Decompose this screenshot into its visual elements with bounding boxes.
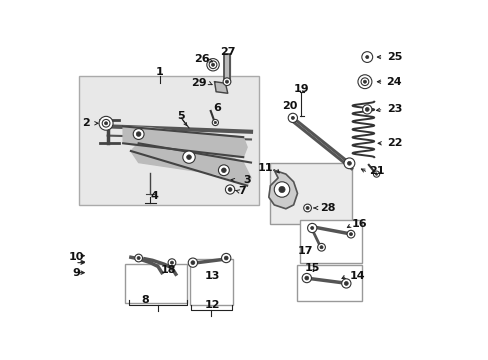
Circle shape (343, 158, 354, 169)
Polygon shape (224, 54, 230, 82)
Text: 20: 20 (282, 101, 297, 111)
Text: 4: 4 (150, 191, 158, 201)
Circle shape (302, 274, 311, 283)
Circle shape (349, 233, 352, 236)
Circle shape (373, 171, 379, 177)
Text: 21: 21 (369, 166, 384, 176)
Circle shape (291, 116, 294, 120)
Text: 2: 2 (82, 118, 90, 128)
Text: 15: 15 (304, 263, 319, 273)
Circle shape (224, 256, 228, 260)
Circle shape (135, 254, 142, 262)
Circle shape (228, 188, 231, 192)
Text: 9: 9 (73, 267, 81, 278)
Text: 11: 11 (258, 163, 273, 173)
Circle shape (344, 282, 347, 285)
Text: 7: 7 (238, 186, 246, 196)
Text: 12: 12 (204, 300, 220, 310)
Circle shape (346, 230, 354, 238)
Text: 17: 17 (297, 246, 312, 256)
Circle shape (183, 151, 195, 163)
Polygon shape (131, 143, 250, 186)
Text: 26: 26 (194, 54, 209, 64)
Circle shape (190, 261, 194, 265)
Circle shape (168, 259, 176, 266)
Polygon shape (214, 82, 227, 93)
Text: 8: 8 (141, 294, 148, 305)
Text: 3: 3 (243, 175, 250, 185)
Text: 10: 10 (69, 252, 84, 262)
Circle shape (221, 168, 226, 172)
Circle shape (212, 120, 218, 126)
Circle shape (225, 80, 228, 83)
Circle shape (137, 256, 140, 260)
Text: 5: 5 (177, 111, 184, 121)
Circle shape (305, 206, 308, 210)
Text: 24: 24 (386, 77, 401, 87)
Circle shape (133, 129, 144, 139)
Text: 28: 28 (319, 203, 335, 213)
Circle shape (310, 226, 313, 230)
Text: 19: 19 (293, 84, 308, 94)
Text: 16: 16 (351, 219, 366, 229)
Bar (125, 264, 186, 303)
Circle shape (186, 155, 191, 159)
Circle shape (170, 261, 173, 264)
Text: 22: 22 (386, 138, 401, 148)
Circle shape (99, 116, 113, 130)
Circle shape (221, 253, 230, 263)
Polygon shape (123, 126, 246, 157)
Circle shape (188, 258, 197, 267)
Circle shape (278, 186, 285, 193)
Circle shape (206, 59, 219, 71)
Circle shape (317, 243, 325, 251)
Text: 23: 23 (386, 104, 401, 114)
Circle shape (104, 122, 107, 125)
Circle shape (360, 78, 368, 86)
Circle shape (375, 173, 377, 175)
Circle shape (341, 279, 350, 288)
Circle shape (319, 246, 323, 249)
Circle shape (357, 75, 371, 89)
Text: 29: 29 (191, 78, 206, 88)
Circle shape (102, 120, 110, 127)
Bar (270, 163, 351, 224)
Circle shape (225, 185, 234, 194)
Circle shape (304, 276, 308, 280)
Circle shape (347, 161, 351, 165)
Circle shape (362, 105, 371, 114)
Text: 25: 25 (386, 52, 401, 62)
Text: 27: 27 (220, 48, 235, 58)
Bar (296, 265, 361, 301)
Circle shape (365, 55, 368, 59)
Circle shape (287, 113, 297, 122)
Text: 13: 13 (204, 271, 220, 281)
Bar (79, 76, 258, 205)
Text: 6: 6 (213, 103, 221, 113)
Bar (299, 220, 361, 263)
Bar (189, 259, 233, 305)
Circle shape (223, 78, 230, 86)
Circle shape (363, 80, 366, 83)
Circle shape (136, 132, 141, 136)
Circle shape (307, 223, 316, 233)
Circle shape (209, 61, 217, 69)
Circle shape (361, 52, 372, 62)
Circle shape (218, 165, 229, 176)
Text: 14: 14 (349, 271, 365, 281)
Circle shape (211, 63, 214, 66)
Circle shape (274, 182, 289, 197)
Text: 1: 1 (155, 67, 163, 77)
Circle shape (303, 204, 311, 212)
Circle shape (365, 108, 368, 111)
Polygon shape (268, 170, 297, 209)
Text: 18: 18 (160, 265, 176, 275)
Circle shape (214, 121, 216, 124)
